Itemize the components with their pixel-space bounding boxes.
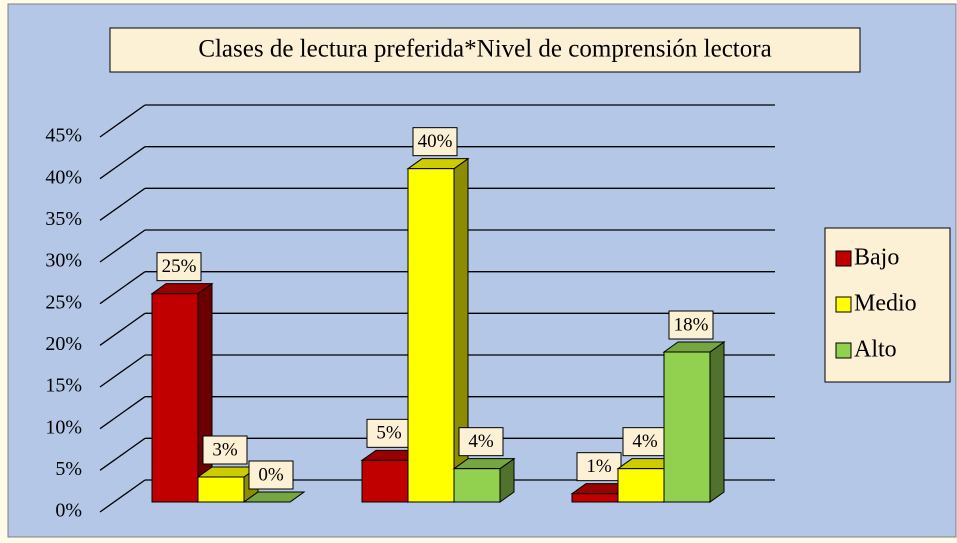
value-label-box [412,127,458,157]
value-label-box [156,252,202,282]
y-tick-label: 15% [45,375,82,397]
value-label: 18% [674,314,709,335]
y-tick-label: 20% [45,333,82,355]
value-label: 0% [258,464,284,485]
value-label: 5% [376,423,402,444]
grid-line-side [99,104,146,138]
legend-swatch [835,296,852,313]
grid-line-side [99,229,146,263]
value-label: 25% [162,256,197,277]
legend-swatch [835,342,852,359]
bar [571,493,619,503]
grid-line-side [99,437,146,471]
chart-title: Clases de lectura preferida*Nivel de com… [198,36,771,63]
grid-line-side [99,354,146,388]
y-tick-label: 5% [55,458,82,480]
y-tick-label: 45% [45,125,82,147]
value-label: 1% [586,456,612,477]
y-tick-label: 10% [45,416,82,438]
grid-line-side [99,479,146,513]
legend-label: Bajo [854,245,899,271]
grid-line-side [99,146,146,180]
bar [407,168,455,503]
bar [453,468,501,503]
y-tick-label: 40% [45,166,82,188]
bar [361,459,409,503]
bar [663,351,711,503]
bar-side [709,341,725,503]
bar [197,476,245,503]
bar [617,468,665,503]
grid-line-side [99,396,146,430]
value-label: 4% [468,431,494,452]
value-label-box [576,452,622,482]
chart-area [7,3,957,538]
legend-label: Alto [854,337,897,363]
value-label-box [202,435,248,465]
legend-label: Medio [854,291,917,317]
grid-line-side [99,312,146,346]
legend-swatch [835,250,852,267]
grid-line-side [99,187,146,221]
value-label-box [248,460,294,490]
y-tick-label: 0% [55,500,82,522]
value-label: 4% [632,431,658,452]
value-label: 3% [212,439,238,460]
value-label-box [668,310,714,340]
bar-top [242,491,306,503]
value-label-box [458,427,504,457]
bar [151,293,199,503]
y-tick-label: 30% [45,250,82,272]
title-box [109,27,861,73]
value-label: 40% [418,131,453,152]
y-tick-label: 35% [45,208,82,230]
grid-line-side [99,271,146,305]
y-tick-label: 25% [45,291,82,313]
